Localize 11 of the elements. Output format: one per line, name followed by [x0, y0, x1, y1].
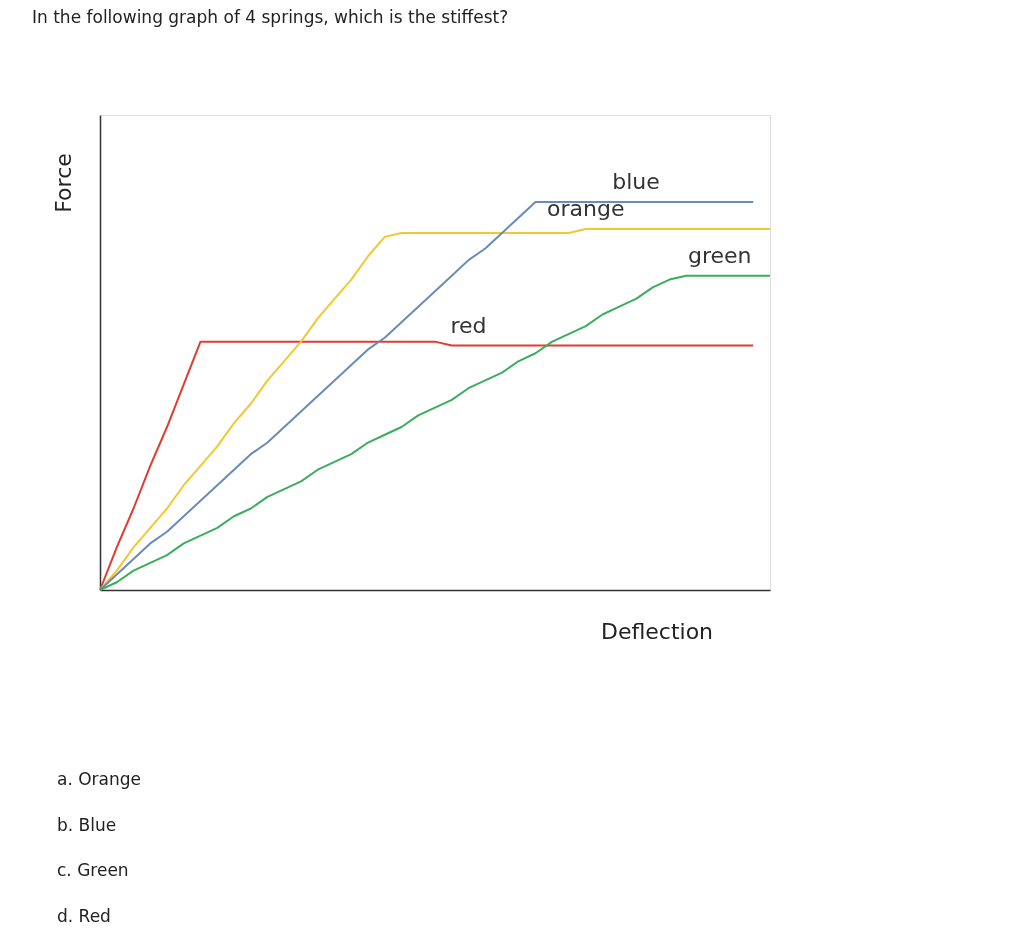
series-label: red [450, 312, 487, 338]
text: d. Red [57, 905, 111, 926]
series-label: green [687, 242, 752, 268]
x-axis-title: Deflection [600, 619, 714, 644]
series-label: orange [547, 196, 625, 222]
text: b. Blue [57, 814, 117, 835]
text: a. Orange [57, 769, 142, 789]
text: c. Green [57, 860, 129, 880]
series-label: blue [612, 168, 660, 194]
chart-title: In the following graph of 4 springs, which is the stiffest? [32, 7, 509, 27]
y-axis-title: Force [51, 153, 76, 213]
